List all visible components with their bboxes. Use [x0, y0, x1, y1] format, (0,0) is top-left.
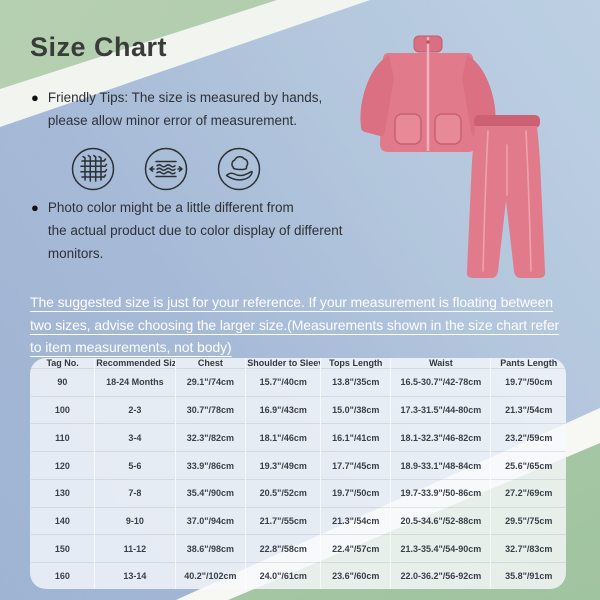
friendly-tips-text: Friendly Tips: The size is measured by h…	[48, 86, 322, 132]
size-table-row: 100 2-3 30.7"/78cm 16.9"/43cm 15.0"/38cm…	[30, 395, 566, 424]
soft-cotton-icon	[216, 146, 262, 192]
tip-line: the actual product due to color display …	[47, 223, 343, 238]
cell-shoulder-to-sleeve: 16.9"/43cm	[245, 395, 321, 424]
column-header: Waist	[390, 358, 491, 369]
cell-recommended-size: 11-12	[94, 534, 176, 563]
cell-recommended-size: 18-24 Months	[94, 368, 176, 397]
cell-chest: 32.3"/82cm	[174, 423, 246, 452]
sizing-advice-note: The suggested size is just for your refe…	[30, 291, 585, 359]
bullet-icon: ●	[31, 200, 39, 215]
cell-shoulder-to-sleeve: 22.8"/58cm	[245, 534, 321, 563]
cell-tops-length: 13.8"/35cm	[320, 368, 391, 397]
cell-tag-no: 140	[30, 506, 95, 535]
size-table-row: 90 18-24 Months 29.1"/74cm 15.7"/40cm 13…	[30, 368, 566, 397]
column-header: Pants Length	[490, 358, 566, 369]
cell-recommended-size: 7-8	[94, 478, 176, 508]
bullet-icon: ●	[31, 90, 39, 105]
friendly-tips-note: ● Friendly Tips: The size is measured by…	[31, 86, 322, 132]
cell-tag-no: 120	[30, 451, 95, 480]
cell-chest: 35.4"/90cm	[174, 478, 246, 508]
cell-waist: 22.0-36.2"/56-92cm	[390, 562, 491, 589]
cell-tops-length: 19.7"/50cm	[320, 478, 391, 508]
cell-tag-no: 150	[30, 534, 95, 563]
note-line: The suggested size is just for your refe…	[30, 294, 553, 310]
note-line: to item measurements, not body)	[30, 339, 232, 355]
woven-fabric-icon	[70, 146, 116, 192]
cell-chest: 37.0"/94cm	[174, 506, 246, 535]
cell-tops-length: 21.3"/54cm	[320, 506, 391, 535]
size-table-row: 140 9-10 37.0"/94cm 21.7"/55cm 21.3"/54c…	[30, 506, 566, 535]
cell-recommended-size: 13-14	[94, 562, 176, 589]
size-table-row: 120 5-6 33.9"/86cm 19.3"/49cm 17.7"/45cm…	[30, 451, 566, 480]
cell-shoulder-to-sleeve: 19.3"/49cm	[245, 451, 321, 480]
cell-chest: 30.7"/78cm	[174, 395, 246, 424]
cell-recommended-size: 5-6	[94, 451, 176, 480]
photo-color-text: Photo color might be a little different …	[48, 196, 343, 265]
size-table-header-row: Tag No. Recommended Size Chest Shoulder to …	[30, 358, 566, 369]
column-header: Recommended Size	[94, 358, 176, 369]
cell-chest: 33.9"/86cm	[174, 451, 246, 480]
cell-shoulder-to-sleeve: 24.0"/61cm	[245, 562, 321, 589]
cell-pants-length: 29.5"/75cm	[490, 506, 566, 535]
column-header: Tag No.	[30, 358, 95, 369]
cell-tag-no: 160	[30, 562, 95, 589]
cell-pants-length: 21.3"/54cm	[490, 395, 566, 424]
cell-waist: 16.5-30.7"/42-78cm	[390, 368, 491, 397]
tip-line: please allow minor error of measurement.	[47, 113, 297, 128]
product-image-pajama-set	[360, 35, 546, 278]
size-table-row: 130 7-8 35.4"/90cm 20.5"/52cm 19.7"/50cm…	[30, 478, 566, 508]
size-table: Tag No. Recommended Size Chest Shoulder to …	[30, 358, 566, 589]
column-header: Shoulder to Sleeve	[245, 358, 321, 369]
cell-pants-length: 35.8"/91cm	[490, 562, 566, 589]
cell-shoulder-to-sleeve: 15.7"/40cm	[245, 368, 321, 397]
cell-tops-length: 22.4"/57cm	[320, 534, 391, 563]
cell-recommended-size: 3-4	[94, 423, 176, 452]
cell-waist: 21.3-35.4"/54-90cm	[390, 534, 491, 563]
pajama-pants	[466, 115, 546, 278]
cell-tops-length: 23.6"/60cm	[320, 562, 391, 589]
breathable-icon	[143, 146, 189, 192]
size-table-panel: Tag No. Recommended Size Chest Shoulder to …	[30, 358, 566, 589]
cell-shoulder-to-sleeve: 18.1"/46cm	[245, 423, 321, 452]
tip-line: Friendly Tips: The size is measured by h…	[47, 90, 323, 105]
cell-waist: 20.5-34.6"/52-88cm	[390, 506, 491, 535]
cell-pants-length: 25.6"/65cm	[490, 451, 566, 480]
column-header: Chest	[174, 358, 246, 369]
cell-tops-length: 16.1"/41cm	[320, 423, 391, 452]
fabric-feature-icons	[70, 146, 262, 192]
cell-chest: 29.1"/74cm	[174, 368, 246, 397]
cell-tops-length: 17.7"/45cm	[320, 451, 391, 480]
photo-color-note: ● Photo color might be a little differen…	[31, 196, 343, 265]
cell-tag-no: 130	[30, 478, 95, 508]
cell-shoulder-to-sleeve: 21.7"/55cm	[245, 506, 321, 535]
cell-recommended-size: 9-10	[94, 506, 176, 535]
cell-pants-length: 19.7"/50cm	[490, 368, 566, 397]
size-table-row: 160 13-14 40.2"/102cm 24.0"/61cm 23.6"/6…	[30, 562, 566, 589]
cell-chest: 40.2"/102cm	[174, 562, 246, 589]
cell-shoulder-to-sleeve: 20.5"/52cm	[245, 478, 321, 508]
tip-line: monitors.	[47, 246, 104, 261]
cell-chest: 38.6"/98cm	[174, 534, 246, 563]
note-line: two sizes, advise choosing the larger si…	[30, 316, 560, 333]
cell-waist: 17.3-31.5"/44-80cm	[390, 395, 491, 424]
cell-pants-length: 27.2"/69cm	[490, 478, 566, 508]
size-table-row: 110 3-4 32.3"/82cm 18.1"/46cm 16.1"/41cm…	[30, 423, 566, 452]
cell-waist: 18.9-33.1"/48-84cm	[390, 451, 491, 480]
cell-pants-length: 23.2"/59cm	[490, 423, 566, 452]
tip-line: Photo color might be a little different …	[47, 200, 294, 215]
cell-waist: 19.7-33.9"/50-86cm	[390, 478, 491, 508]
page-title: Size Chart	[30, 32, 168, 62]
size-table-row: 150 11-12 38.6"/98cm 22.8"/58cm 22.4"/57…	[30, 534, 566, 563]
column-header: Tops Length	[320, 358, 391, 369]
cell-tag-no: 100	[30, 395, 95, 424]
cell-tag-no: 90	[30, 368, 95, 397]
cell-recommended-size: 2-3	[94, 395, 176, 424]
cell-waist: 18.1-32.3"/46-82cm	[390, 423, 491, 452]
cell-tag-no: 110	[30, 423, 95, 452]
cell-pants-length: 32.7"/83cm	[490, 534, 566, 563]
cell-tops-length: 15.0"/38cm	[320, 395, 391, 424]
